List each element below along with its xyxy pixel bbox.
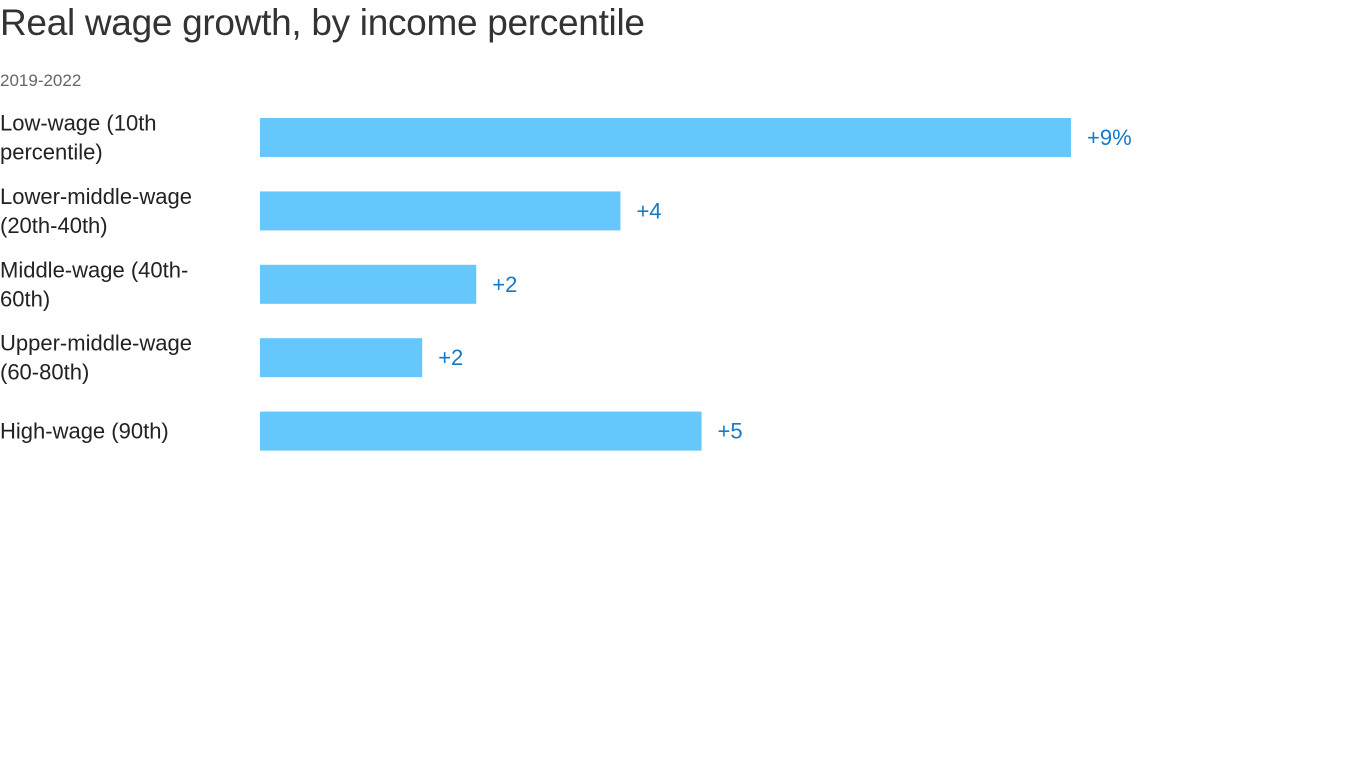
data-label-3: +2 (438, 345, 463, 370)
bar-3 (260, 338, 423, 378)
category-label-0: Low-wage (10th percentile) (0, 111, 157, 165)
chart-title: Real wage growth, by income percentile (0, 2, 645, 43)
category-label-4: High-wage (90th) (0, 419, 169, 444)
chart-subtitle: 2019-2022 (0, 71, 82, 90)
bar-4 (260, 411, 702, 451)
data-label-4: +5 (718, 419, 743, 444)
bar-2 (260, 264, 477, 304)
category-label-2: Middle-wage (40th-60th) (0, 257, 188, 311)
category-label-3: Upper-middle-wage (60-80th) (0, 331, 192, 385)
category-label-1: Lower-middle-wage (20th-40th) (0, 184, 192, 238)
data-label-2: +2 (492, 272, 517, 297)
bar-1 (260, 191, 621, 231)
bar-0 (260, 118, 1071, 157)
data-label-0: +9% (1087, 125, 1132, 150)
data-label-1: +4 (636, 198, 661, 223)
